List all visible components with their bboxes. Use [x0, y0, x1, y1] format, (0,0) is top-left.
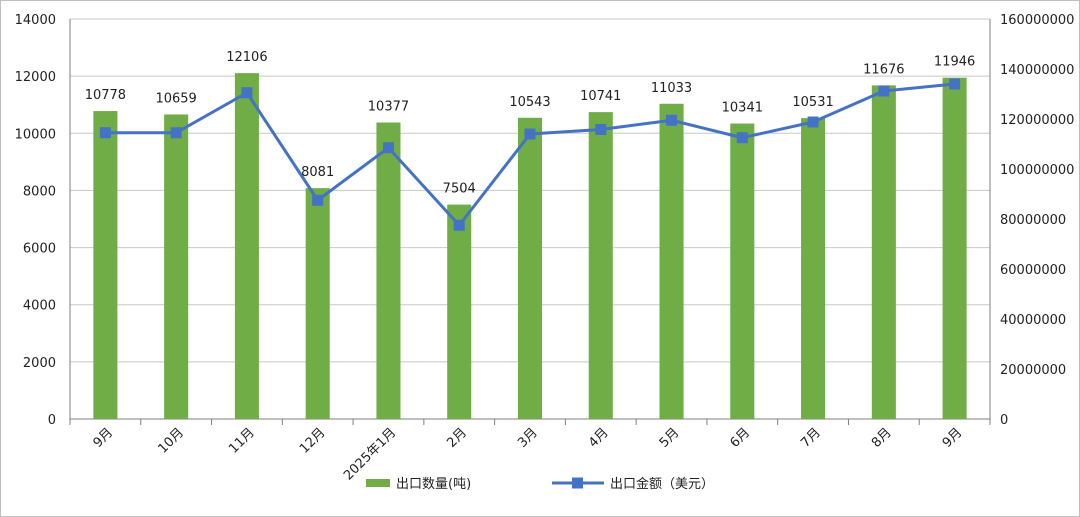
data-label: 12106	[226, 50, 267, 65]
y-right-tick-label: 40000000	[1000, 313, 1066, 328]
data-label: 11033	[651, 81, 692, 96]
legend-bar-swatch	[366, 479, 390, 487]
line-marker	[99, 127, 111, 139]
y-right-tick-label: 0	[1000, 413, 1008, 428]
data-label: 8081	[301, 165, 334, 180]
line-marker	[453, 219, 465, 231]
y-left-tick-label: 8000	[23, 184, 56, 199]
line-marker	[878, 85, 890, 97]
bar	[517, 117, 543, 420]
line-marker	[595, 124, 607, 135]
x-tick-label: 9月	[940, 425, 966, 451]
y-left-tick-label: 4000	[23, 299, 56, 314]
y-left-tick-label: 12000	[15, 70, 56, 85]
y-left-tick-label: 10000	[15, 127, 56, 142]
bar	[234, 73, 259, 419]
x-tick-label: 11月	[226, 425, 257, 456]
y-right-tick-label: 100000000	[1000, 163, 1074, 178]
bar	[659, 103, 684, 420]
line-marker	[949, 78, 961, 90]
x-tick-label: 4月	[586, 425, 612, 451]
bar	[801, 118, 826, 419]
data-label: 10531	[792, 95, 833, 110]
line-marker	[524, 128, 536, 140]
line-marker	[241, 87, 253, 99]
x-tick-label: 7月	[798, 425, 824, 451]
data-label: 10341	[722, 101, 763, 116]
bar	[376, 122, 401, 419]
x-tick-label: 9月	[91, 425, 117, 451]
y-left-tick-label: 14000	[15, 13, 56, 28]
bar	[588, 112, 613, 419]
x-tick-label: 12月	[297, 425, 328, 456]
data-label: 10778	[85, 88, 126, 103]
data-label: 7504	[443, 182, 476, 197]
legend-bar-label: 出口数量(吨)	[396, 477, 471, 492]
bar	[93, 111, 118, 420]
y-left-tick-label: 2000	[23, 356, 56, 371]
bar	[447, 204, 472, 419]
data-label: 11946	[934, 55, 975, 70]
data-label: 10741	[580, 89, 621, 104]
bar	[942, 77, 967, 419]
x-tick-label: 6月	[727, 425, 753, 451]
data-label: 11676	[863, 62, 904, 77]
y-right-tick-label: 60000000	[1000, 263, 1066, 278]
x-tick-label: 2025年1月	[341, 425, 399, 483]
x-tick-label: 5月	[657, 425, 683, 451]
bar	[871, 85, 896, 420]
y-right-tick-label: 20000000	[1000, 363, 1066, 378]
data-label: 10659	[155, 91, 196, 106]
x-tick-label: 8月	[869, 425, 895, 451]
line-marker	[807, 116, 819, 128]
line-marker	[170, 127, 182, 139]
y-left-tick-label: 6000	[23, 242, 56, 257]
y-right-tick-label: 80000000	[1000, 213, 1066, 228]
legend-line-label: 出口金额（美元）	[610, 476, 714, 492]
y-right-tick-label: 160000000	[1000, 13, 1074, 28]
y-right-tick-label: 120000000	[1000, 113, 1074, 128]
bar	[730, 123, 755, 420]
legend-line-marker	[572, 477, 583, 489]
line-marker	[666, 114, 678, 126]
line-marker	[736, 132, 748, 144]
bar	[305, 188, 330, 419]
y-right-tick-label: 140000000	[1000, 63, 1074, 78]
x-tick-label: 3月	[515, 425, 541, 451]
bar	[164, 114, 189, 419]
x-tick-label: 10月	[155, 425, 186, 456]
line-marker	[382, 142, 394, 154]
data-label: 10377	[368, 100, 409, 115]
x-tick-label: 2月	[444, 425, 470, 451]
line-marker	[312, 194, 324, 206]
data-label: 10543	[509, 95, 550, 110]
y-left-tick-label: 0	[48, 413, 56, 428]
